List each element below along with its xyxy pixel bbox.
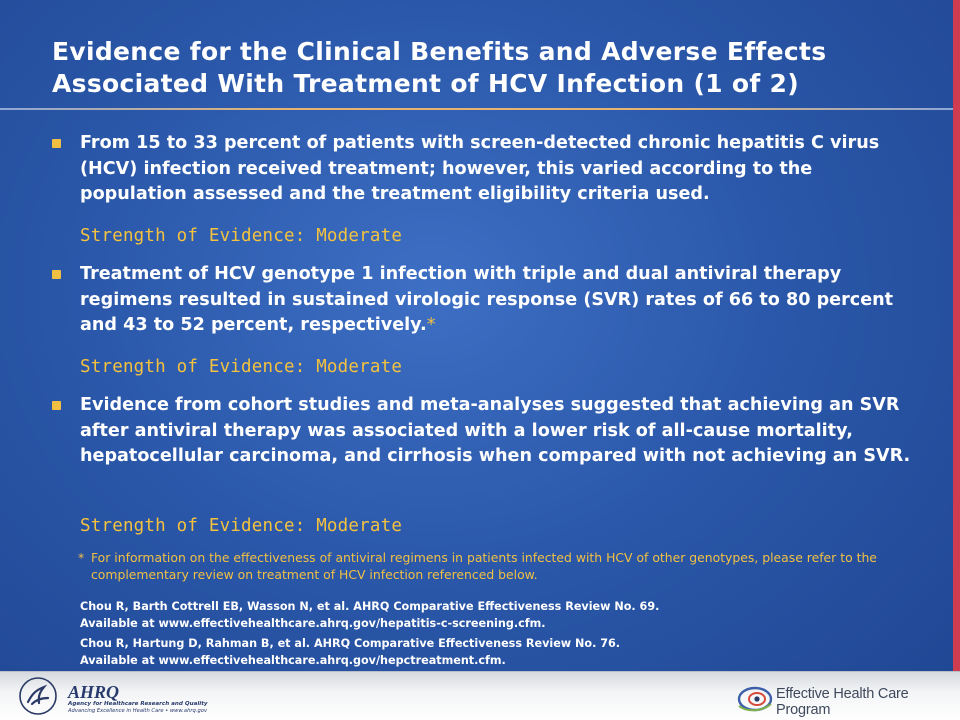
bullet-text: From 15 to 33 percent of patients with s…: [80, 133, 880, 204]
hhs-eagle-logo-icon: [19, 677, 57, 715]
footer-logo-bar: AHRQ Agency for Healthcare Research and …: [0, 671, 960, 720]
ahrq-tagline-secondary: Advancing Excellence in Health Care • ww…: [68, 708, 208, 714]
ahrq-tagline: Agency for Healthcare Research and Quali…: [68, 701, 208, 707]
footnote-text: For information on the effectiveness of …: [91, 550, 877, 582]
title-divider: [0, 108, 953, 110]
bullet-marker-icon: [52, 139, 61, 148]
slide-title: Evidence for the Clinical Benefits and A…: [52, 37, 827, 98]
strength-of-evidence-1: Strength of Evidence: Moderate: [80, 226, 403, 246]
strength-of-evidence-2: Strength of Evidence: Moderate: [80, 357, 403, 377]
reference-link: Available at www.effectivehealthcare.ahr…: [80, 653, 506, 667]
bullet-2: Treatment of HCV genotype 1 infection wi…: [52, 262, 922, 339]
bullet-marker-icon: [52, 270, 61, 279]
bullet-marker-icon: [52, 401, 61, 410]
reference-citation: Chou R, Hartung D, Rahman B, et al. AHRQ…: [80, 637, 621, 650]
reference-citation: Chou R, Barth Cottrell EB, Wasson N, et …: [80, 600, 660, 613]
reference-link: Available at www.effectivehealthcare.ahr…: [80, 616, 546, 630]
effective-health-care-program-label: Effective Health Care Program: [776, 686, 909, 718]
reference-1: Chou R, Barth Cottrell EB, Wasson N, et …: [80, 599, 900, 632]
right-accent-bar: [953, 0, 960, 720]
bullet-text: Treatment of HCV genotype 1 infection wi…: [80, 264, 894, 335]
footnote-reference-star: *: [426, 315, 436, 335]
footnote: * For information on the effectiveness o…: [78, 549, 928, 583]
reference-2: Chou R, Hartung D, Rahman B, et al. AHRQ…: [80, 636, 900, 669]
strength-of-evidence-3: Strength of Evidence: Moderate: [80, 516, 403, 536]
bullet-1: From 15 to 33 percent of patients with s…: [52, 131, 922, 208]
bullet-3: Evidence from cohort studies and meta-an…: [52, 393, 922, 470]
footnote-mark: *: [78, 550, 85, 565]
bullet-text: Evidence from cohort studies and meta-an…: [80, 395, 911, 466]
references: Chou R, Barth Cottrell EB, Wasson N, et …: [80, 599, 900, 673]
ahrq-logo: AHRQ: [68, 682, 120, 702]
effective-health-care-logo-icon: [737, 686, 773, 712]
